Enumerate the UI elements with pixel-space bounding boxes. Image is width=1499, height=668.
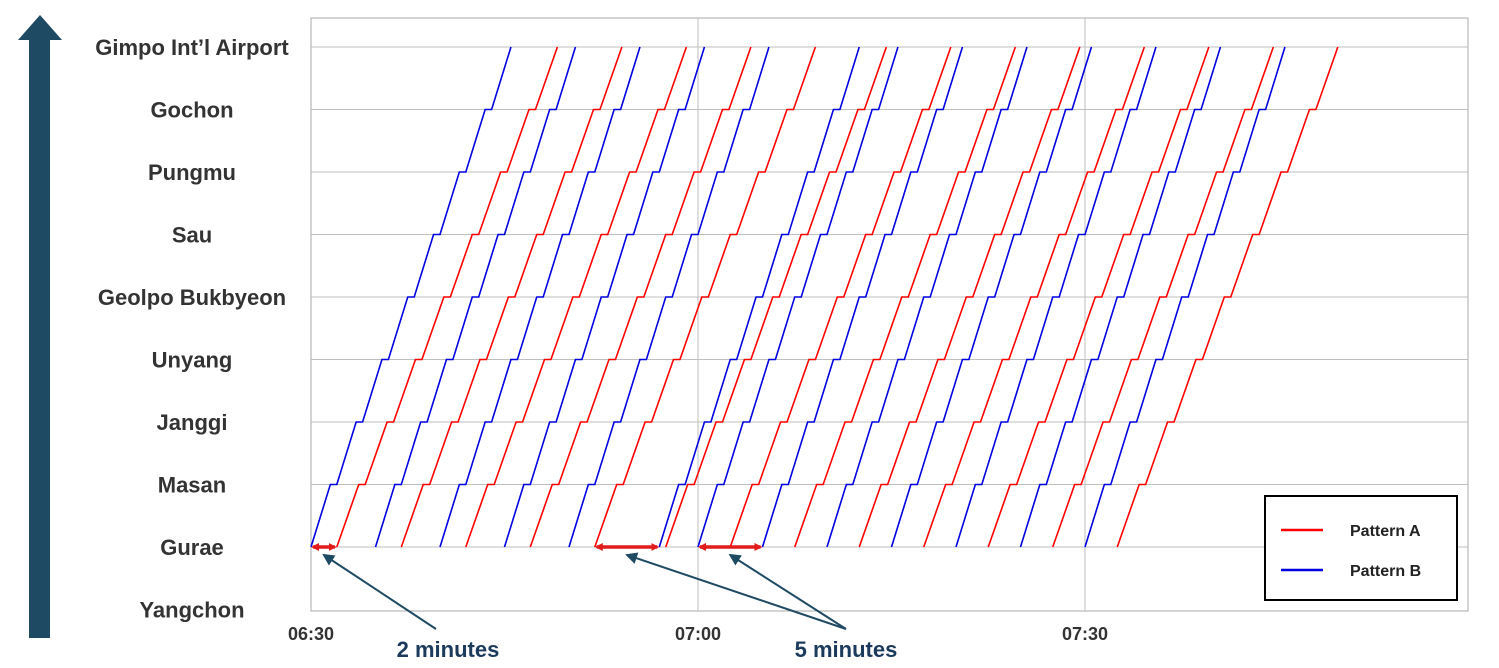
train-path-pattern-b xyxy=(890,46,1093,548)
time-labels: 06:30 07:00 07:30 xyxy=(288,624,1108,644)
train-path-pattern-a xyxy=(400,46,623,548)
train-path-pattern-a xyxy=(793,46,1017,548)
train-path-pattern-a xyxy=(529,46,752,548)
train-paths xyxy=(310,46,1339,548)
train-path-pattern-a xyxy=(858,46,1081,548)
station-label: Janggi xyxy=(157,410,228,435)
annotations: 2 minutes 5 minutes xyxy=(311,543,898,662)
train-path-pattern-a xyxy=(594,46,817,548)
station-label: Masan xyxy=(158,473,226,498)
train-path-pattern-b xyxy=(374,46,577,548)
train-path-pattern-a xyxy=(987,46,1210,548)
train-path-pattern-b xyxy=(568,46,770,548)
station-label: Unyang xyxy=(152,348,233,373)
train-path-pattern-b xyxy=(761,46,964,548)
station-label: Pungmu xyxy=(148,160,236,185)
annotation-arrow xyxy=(625,552,847,630)
train-path-pattern-b xyxy=(1019,46,1222,548)
train-path-pattern-a xyxy=(664,46,888,548)
legend-box xyxy=(1264,495,1458,601)
time-tick-label: 06:30 xyxy=(288,624,334,644)
time-tick-label: 07:00 xyxy=(675,624,721,644)
train-path-pattern-a xyxy=(729,46,952,548)
station-label: Gochon xyxy=(150,98,233,123)
train-path-pattern-a xyxy=(336,46,559,548)
annotation-arrow xyxy=(322,553,437,630)
legend-label-pattern-a: Pattern A xyxy=(1350,523,1421,540)
annotation-label: 2 minutes xyxy=(397,637,500,662)
train-path-pattern-a xyxy=(922,46,1146,548)
annotation-arrow xyxy=(728,553,847,630)
legend-label-pattern-b: Pattern B xyxy=(1350,563,1421,580)
station-label: Sau xyxy=(172,223,212,248)
legend: Pattern A Pattern B xyxy=(1264,495,1458,601)
annotation-label: 5 minutes xyxy=(795,637,898,662)
train-path-pattern-b xyxy=(697,46,899,548)
train-path-pattern-a xyxy=(1051,46,1275,548)
time-tick-label: 07:30 xyxy=(1062,624,1108,644)
station-label: Yangchon xyxy=(139,598,244,623)
train-path-pattern-a xyxy=(465,46,688,548)
direction-arrow xyxy=(18,15,62,638)
station-label: Gurae xyxy=(160,535,224,560)
station-label: Geolpo Bukbyeon xyxy=(98,285,286,310)
train-path-pattern-a xyxy=(1116,46,1339,548)
train-path-pattern-b xyxy=(658,46,861,548)
station-labels: Yangchon Gurae Masan Janggi Unyang Geolpo Buk… xyxy=(95,35,289,623)
train-path-pattern-b xyxy=(503,46,706,548)
train-path-pattern-b xyxy=(955,46,1157,548)
train-path-pattern-b xyxy=(826,46,1028,548)
direction-arrow-head xyxy=(18,15,62,40)
direction-arrow-shaft xyxy=(29,38,50,638)
station-label: Gimpo Int’l Airport xyxy=(95,35,289,60)
train-path-pattern-b xyxy=(1084,46,1286,548)
train-path-pattern-b xyxy=(310,46,512,548)
train-path-pattern-b xyxy=(439,46,641,548)
